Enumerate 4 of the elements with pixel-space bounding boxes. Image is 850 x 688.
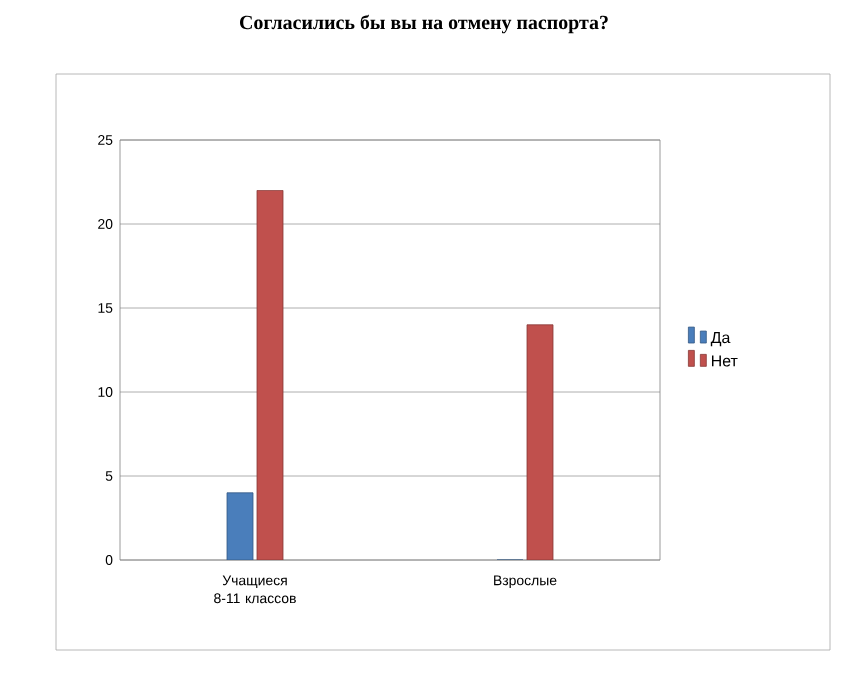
bar — [526, 324, 554, 560]
chart-title: Согласились бы вы на отмену паспорта? — [240, 14, 608, 34]
bar — [256, 190, 284, 560]
bar — [226, 492, 254, 560]
